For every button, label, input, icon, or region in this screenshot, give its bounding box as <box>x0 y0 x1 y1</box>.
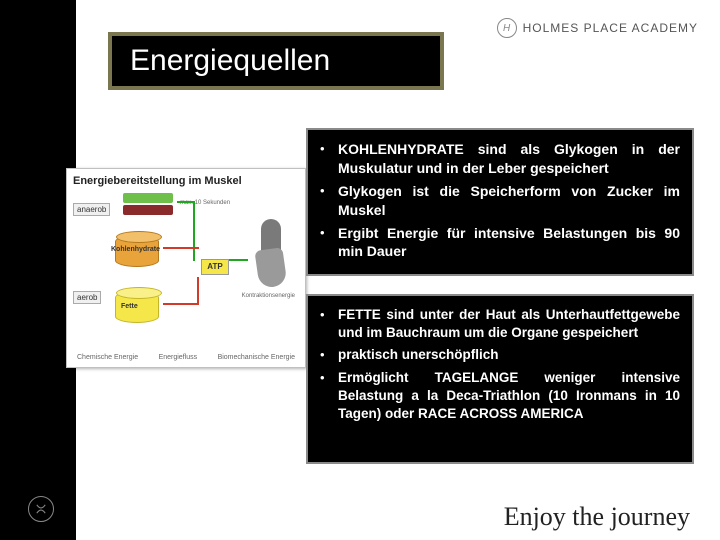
arrow-red-kohlen <box>163 247 199 249</box>
energy-diagram: Energiebereitstellung im Muskel anaerob … <box>66 168 306 368</box>
brand-logo-initial: H <box>503 23 510 34</box>
bullet-icon: • <box>320 140 328 178</box>
bullet-icon: • <box>320 182 328 220</box>
left-sidebar-bar <box>0 0 76 540</box>
fette-label: Fette <box>121 303 138 310</box>
laktazid-block <box>123 205 173 215</box>
carbs-bullet-1-text: KOHLENHYDRATE sind als Glykogen in der M… <box>338 140 680 178</box>
fats-bullet-1: • FETTE sind unter der Haut als Unterhau… <box>320 306 680 342</box>
arm-icon <box>251 219 293 289</box>
carbs-bullet-3-text: Ergibt Energie für intensive Belastungen… <box>338 224 680 262</box>
fats-bullet-2-text: praktisch unerschöpflich <box>338 346 680 364</box>
aerob-text: aerob <box>77 293 97 302</box>
anaerob-label: anaerob <box>73 203 110 216</box>
axis-right: Biomechanische Energie <box>218 354 295 361</box>
atp-box: ATP <box>201 259 229 275</box>
carbs-bullet-3: • Ergibt Energie für intensive Belastung… <box>320 224 680 262</box>
bullet-icon: • <box>320 369 328 424</box>
kontraktion-label: Kontraktionsenergie <box>242 293 295 299</box>
alaktazid-block <box>123 193 173 203</box>
brand-logo-text: HOLMES PLACE ACADEMY <box>523 21 698 35</box>
footer-logo-icon <box>28 496 54 522</box>
kohlenhydrate-label: Kohlenhydrate <box>111 246 160 253</box>
carbs-bullet-2-text: Glykogen ist die Speicherform von Zucker… <box>338 182 680 220</box>
aerob-label: aerob <box>73 291 101 304</box>
carbs-bullet-2: • Glykogen ist die Speicherform von Zuck… <box>320 182 680 220</box>
fats-bullet-3: • Ermöglicht TAGELANGE weniger intensive… <box>320 369 680 424</box>
arrow-green-to-arm <box>228 259 248 261</box>
footer-tagline: Enjoy the journey <box>504 502 690 532</box>
axis-mid: Energiefluss <box>159 354 198 361</box>
arrow-green-v <box>193 201 195 261</box>
slide-title: Energiequellen <box>130 44 330 78</box>
arrow-red-fette-v <box>197 277 199 305</box>
diagram-axis-labels: Chemische Energie Energiefluss Biomechan… <box>73 354 299 361</box>
fats-info-box: • FETTE sind unter der Haut als Unterhau… <box>306 294 694 464</box>
diagram-title: Energiebereitstellung im Muskel <box>73 175 299 187</box>
axis-left: Chemische Energie <box>77 354 138 361</box>
arrow-red-fette <box>163 303 199 305</box>
fats-bullet-2: • praktisch unerschöpflich <box>320 346 680 364</box>
slide-title-box: Energiequellen <box>108 32 444 90</box>
bullet-icon: • <box>320 224 328 262</box>
bullet-icon: • <box>320 306 328 342</box>
bullet-icon: • <box>320 346 328 364</box>
carbs-bullet-1: • KOHLENHYDRATE sind als Glykogen in der… <box>320 140 680 178</box>
fats-bullet-1-text: FETTE sind unter der Haut als Unterhautf… <box>338 306 680 342</box>
brand-logo-header: H HOLMES PLACE ACADEMY <box>497 18 698 38</box>
carbs-info-box: • KOHLENHYDRATE sind als Glykogen in der… <box>306 128 694 276</box>
fats-bullet-3-text: Ermöglicht TAGELANGE weniger intensive B… <box>338 369 680 424</box>
diagram-body: anaerob aerob max. 10 Sekunden Kohlenhyd… <box>73 191 299 361</box>
brand-logo-icon: H <box>497 18 517 38</box>
anaerob-text: anaerob <box>77 205 106 214</box>
